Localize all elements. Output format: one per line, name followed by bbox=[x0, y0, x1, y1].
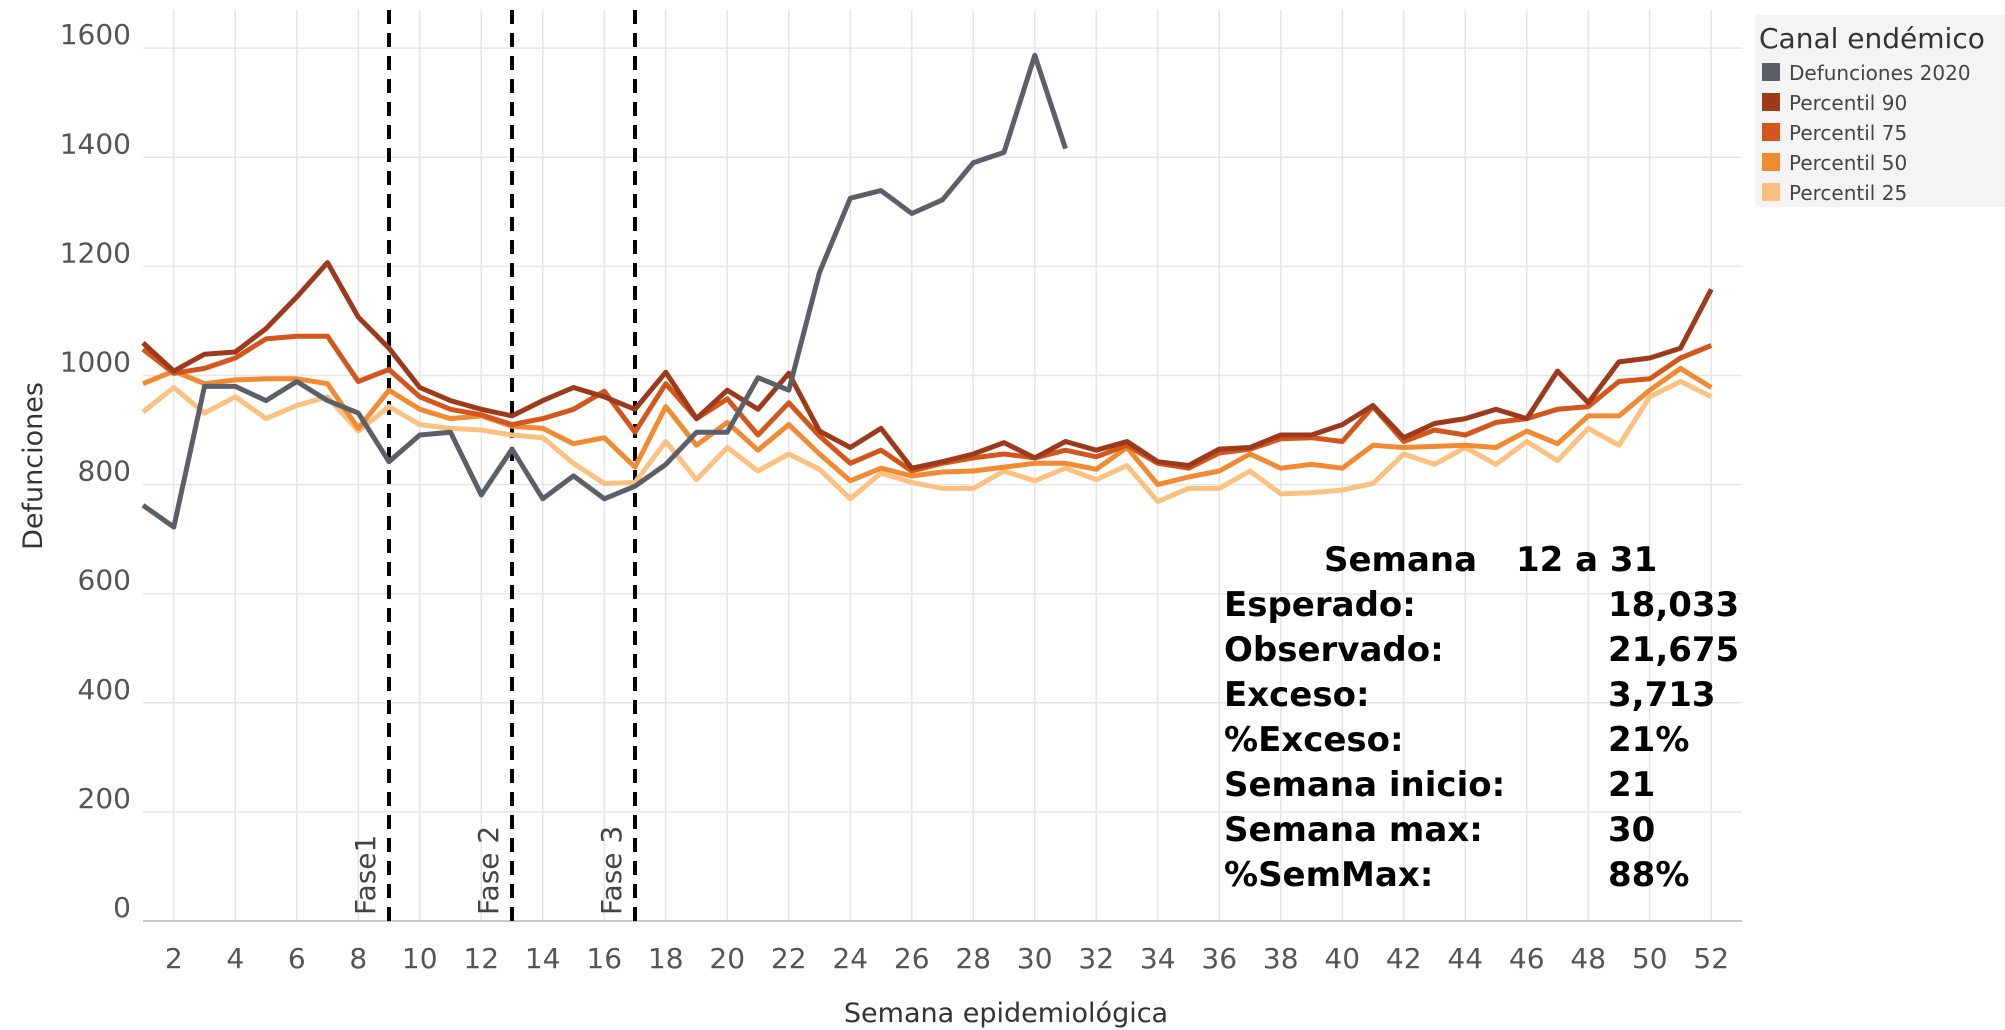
y-tick-label: 200 bbox=[78, 782, 131, 815]
summary-label: Semana inicio: bbox=[1224, 765, 1505, 805]
x-tick-label: 28 bbox=[955, 942, 991, 975]
x-tick-label: 42 bbox=[1386, 942, 1422, 975]
x-tick-label: 36 bbox=[1201, 942, 1237, 975]
x-tick-label: 32 bbox=[1078, 942, 1114, 975]
x-tick-label: 50 bbox=[1632, 942, 1668, 975]
legend-swatch bbox=[1762, 153, 1780, 171]
y-tick-label: 0 bbox=[113, 891, 131, 924]
phase-label: Fase1 bbox=[349, 835, 382, 915]
summary-label: %SemMax: bbox=[1224, 855, 1433, 895]
x-tick-label: 18 bbox=[648, 942, 684, 975]
x-tick-label: 8 bbox=[349, 942, 367, 975]
phase-label: Fase 3 bbox=[595, 826, 628, 915]
x-tick-label: 34 bbox=[1140, 942, 1176, 975]
legend-label: Percentil 50 bbox=[1789, 151, 1907, 175]
legend-background bbox=[1755, 15, 2005, 207]
summary-value: 30 bbox=[1608, 810, 1655, 850]
y-axis-title: Defunciones bbox=[18, 382, 49, 550]
x-tick-label: 10 bbox=[402, 942, 438, 975]
x-tick-label: 24 bbox=[832, 942, 868, 975]
phase-label: Fase 2 bbox=[472, 826, 505, 915]
x-axis-title: Semana epidemiológica bbox=[844, 998, 1168, 1029]
legend-title: Canal endémico bbox=[1759, 22, 1985, 55]
y-tick-label: 600 bbox=[78, 564, 131, 597]
series-line bbox=[142, 365, 1713, 488]
x-tick-label: 20 bbox=[709, 942, 745, 975]
summary-value: 21% bbox=[1608, 720, 1689, 760]
summary-range: 12 a 31 bbox=[1516, 540, 1657, 580]
x-tick-label: 48 bbox=[1570, 942, 1606, 975]
legend-label: Percentil 25 bbox=[1789, 181, 1907, 205]
legend-label: Percentil 75 bbox=[1789, 121, 1907, 145]
y-tick-label: 1200 bbox=[60, 236, 131, 269]
x-tick-label: 46 bbox=[1509, 942, 1545, 975]
summary-value: 21 bbox=[1608, 765, 1655, 805]
legend-swatch bbox=[1762, 123, 1780, 141]
legend-swatch bbox=[1762, 183, 1780, 201]
y-tick-label: 800 bbox=[78, 455, 131, 488]
x-tick-label: 14 bbox=[525, 942, 561, 975]
series-line bbox=[141, 260, 1714, 471]
y-tick-label: 1600 bbox=[60, 18, 131, 51]
y-tick-label: 1000 bbox=[60, 345, 131, 378]
series-line bbox=[141, 379, 1713, 504]
x-tick-label: 40 bbox=[1324, 942, 1360, 975]
x-tick-label: 12 bbox=[463, 942, 499, 975]
y-tick-label: 400 bbox=[78, 673, 131, 706]
legend-swatch bbox=[1762, 63, 1780, 81]
summary-label: Exceso: bbox=[1224, 675, 1370, 715]
y-tick-label: 1400 bbox=[60, 127, 131, 160]
summary-value: 88% bbox=[1608, 855, 1689, 895]
legend-swatch bbox=[1762, 93, 1780, 111]
summary-label: Semana max: bbox=[1224, 810, 1483, 850]
legend-label: Defunciones 2020 bbox=[1789, 61, 1971, 85]
legend-label: Percentil 90 bbox=[1789, 91, 1907, 115]
x-tick-label: 2 bbox=[165, 942, 183, 975]
x-tick-label: 16 bbox=[586, 942, 622, 975]
x-tick-label: 26 bbox=[894, 942, 930, 975]
summary-title: Semana bbox=[1324, 540, 1477, 580]
x-tick-label: 6 bbox=[288, 942, 306, 975]
summary-value: 3,713 bbox=[1608, 675, 1716, 715]
summary-label: Esperado: bbox=[1224, 585, 1416, 625]
x-tick-label: 44 bbox=[1447, 942, 1483, 975]
x-tick-label: 4 bbox=[226, 942, 244, 975]
x-tick-label: 52 bbox=[1693, 942, 1729, 975]
summary-label: Observado: bbox=[1224, 630, 1444, 670]
x-tick-label: 22 bbox=[771, 942, 807, 975]
summary-label: %Exceso: bbox=[1224, 720, 1404, 760]
series-line bbox=[141, 52, 1068, 530]
x-tick-label: 38 bbox=[1263, 942, 1299, 975]
x-tick-label: 30 bbox=[1017, 942, 1053, 975]
summary-value: 18,033 bbox=[1608, 585, 1739, 625]
summary-value: 21,675 bbox=[1608, 630, 1739, 670]
